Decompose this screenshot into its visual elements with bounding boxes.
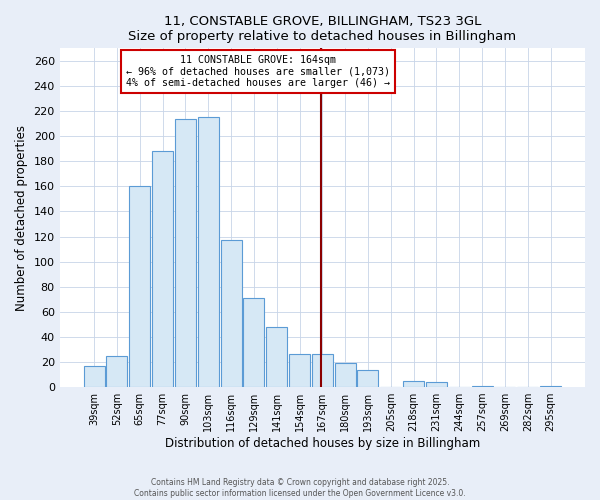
Bar <box>221 240 242 387</box>
Bar <box>289 354 310 387</box>
Bar <box>197 118 218 387</box>
Bar <box>175 118 196 387</box>
Bar <box>266 327 287 387</box>
Title: 11, CONSTABLE GROVE, BILLINGHAM, TS23 3GL
Size of property relative to detached : 11, CONSTABLE GROVE, BILLINGHAM, TS23 3G… <box>128 15 517 43</box>
Bar <box>83 366 104 387</box>
Bar <box>472 386 493 387</box>
Text: Contains HM Land Registry data © Crown copyright and database right 2025.
Contai: Contains HM Land Registry data © Crown c… <box>134 478 466 498</box>
Bar <box>358 370 379 387</box>
Bar <box>312 354 333 387</box>
Y-axis label: Number of detached properties: Number of detached properties <box>15 124 28 310</box>
Bar <box>540 386 561 387</box>
Text: 11 CONSTABLE GROVE: 164sqm
← 96% of detached houses are smaller (1,073)
4% of se: 11 CONSTABLE GROVE: 164sqm ← 96% of deta… <box>127 54 391 88</box>
Bar <box>335 363 356 387</box>
Bar <box>152 151 173 387</box>
Bar <box>106 356 127 387</box>
Bar <box>129 186 150 387</box>
Bar <box>426 382 447 387</box>
Bar <box>403 381 424 387</box>
Bar <box>244 298 265 387</box>
X-axis label: Distribution of detached houses by size in Billingham: Distribution of detached houses by size … <box>165 437 480 450</box>
